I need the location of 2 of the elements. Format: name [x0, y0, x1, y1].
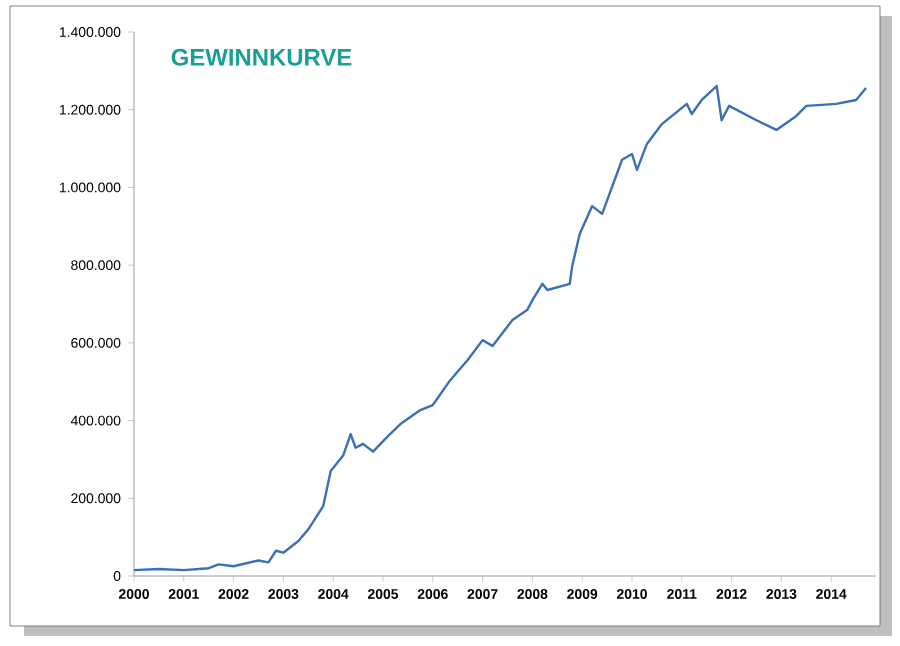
- text: GEWINNKURVE: [171, 48, 352, 66]
- line-series: [132, 84, 868, 572]
